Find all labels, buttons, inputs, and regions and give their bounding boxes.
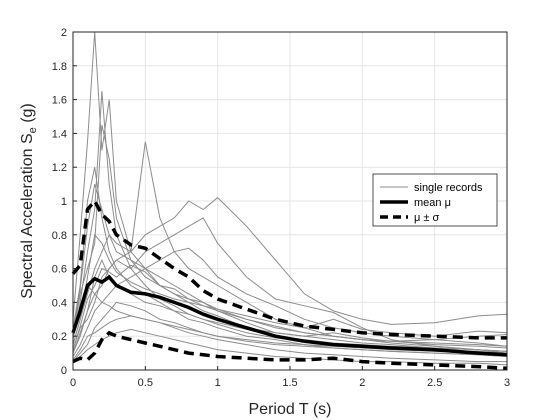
axis-ticks: 0 0.5 1 1.5 2 2.5 3 0 0.2 0.4 0.6 0.8 1 1.2 1.4 1.6 1.8 2 xyxy=(52,27,510,389)
single-record-line-6 xyxy=(72,196,508,354)
single-record-line-17 xyxy=(72,183,508,347)
y-axis-title: Spectral Acceleration Se (g) xyxy=(19,103,39,299)
single-record-line-5 xyxy=(72,141,508,352)
x-tick-label: 1 xyxy=(215,377,221,389)
y-tick-label: 1.6 xyxy=(52,95,67,107)
single-record-line-15 xyxy=(72,233,508,345)
x-tick-label: 2.5 xyxy=(427,377,442,389)
x-tick-label: 0.5 xyxy=(138,377,153,389)
y-tick-label: 0 xyxy=(61,365,67,377)
x-tick-label: 0 xyxy=(70,377,76,389)
legend-label-single-records: single records xyxy=(414,182,483,194)
x-tick-label: 1.5 xyxy=(282,377,297,389)
y-tick-label: 0.2 xyxy=(52,331,67,343)
y-tick-label: 0.8 xyxy=(52,230,67,242)
mean-line xyxy=(71,274,508,357)
mean-minus-sigma-line xyxy=(72,330,508,371)
statistics-lines xyxy=(71,197,508,371)
legend: single records mean μ μ ± σ xyxy=(372,173,498,227)
y-axis-title-main: Spectral Acceleration S xyxy=(19,133,36,298)
single-record-line-13 xyxy=(72,284,508,357)
legend-label-mean: mean μ xyxy=(414,197,451,209)
single-record-line-7 xyxy=(72,217,508,354)
x-tick-label: 3 xyxy=(504,377,510,389)
mean-plus-sigma-line xyxy=(71,197,507,340)
y-tick-label: 0.4 xyxy=(52,297,67,309)
legend-box xyxy=(372,173,498,227)
y-tick-label: 1.2 xyxy=(52,162,67,174)
single-record-line-18 xyxy=(72,264,508,350)
y-tick-label: 2 xyxy=(61,27,67,39)
x-tick-label: 2 xyxy=(359,377,365,389)
x-axis-title: Period T (s) xyxy=(249,401,332,418)
y-axis-title-subscript: e xyxy=(27,127,39,133)
y-tick-label: 1.8 xyxy=(52,61,67,73)
y-tick-label: 1 xyxy=(61,196,67,208)
legend-label-mean-plus-minus-sigma: μ ± σ xyxy=(414,212,439,224)
y-tick-label: 1.4 xyxy=(52,128,67,140)
single-record-line-8 xyxy=(72,247,508,357)
y-tick-label: 0.6 xyxy=(52,264,67,276)
y-axis-title-unit: (g) xyxy=(19,103,36,127)
single-record-line-14 xyxy=(72,315,507,363)
